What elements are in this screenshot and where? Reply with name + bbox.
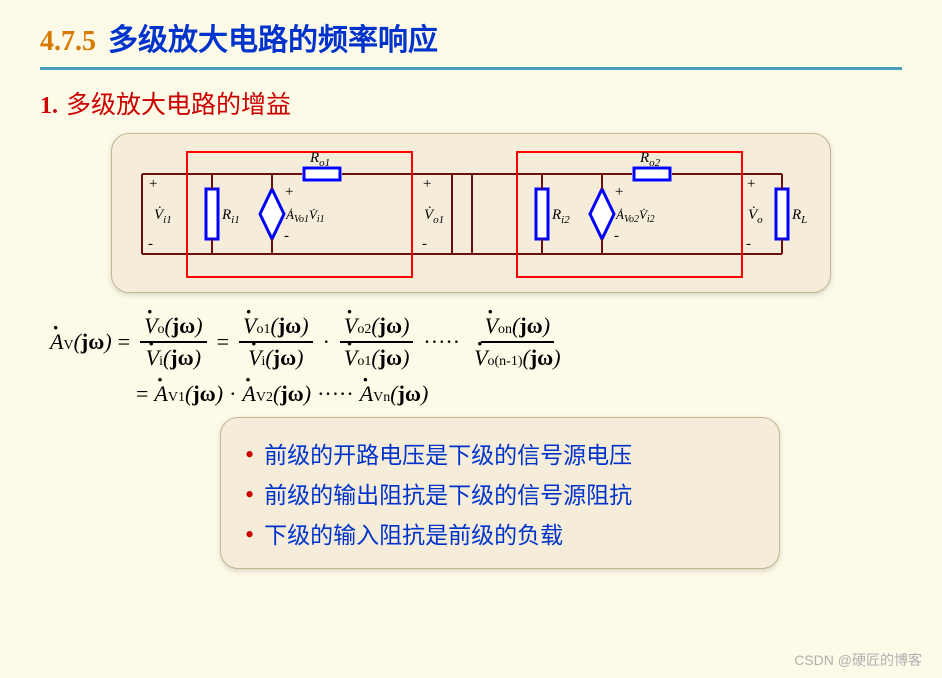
- frac-3: Vo2(jω) Vo1(jω): [340, 313, 414, 371]
- circuit-svg: +- V̇i1 Ri1 Ro1 +- ȦVo1V̇i1 +- V̇o1 Ri2 …: [132, 144, 812, 284]
- section-number: 4.7.5: [40, 26, 96, 57]
- svg-text:+: +: [422, 176, 432, 192]
- note-item: •下级的输入阻抗是前级的负载: [245, 516, 755, 550]
- label-rl: RL: [791, 207, 807, 226]
- subtitle: 1. 多级放大电路的增益: [40, 85, 902, 121]
- label-src2: ȦVo2V̇i2: [615, 207, 655, 225]
- svg-text:-: -: [614, 228, 619, 244]
- section-title: 多级放大电路的频率响应: [108, 24, 438, 57]
- subtitle-number: 1.: [40, 93, 58, 119]
- svg-text:+: +: [148, 176, 158, 192]
- label-src1: ȦVo1V̇i1: [285, 207, 325, 225]
- bullet-icon: •: [245, 520, 254, 549]
- note-item: •前级的输出阻抗是下级的信号源阻抗: [245, 476, 755, 510]
- frac-2: Vo1(jω) Vi(jω): [239, 313, 313, 371]
- frac-n: Von(jω) Vo(n-1)(jω): [470, 313, 565, 371]
- label-vo: V̇o: [748, 207, 763, 226]
- svg-text:-: -: [284, 228, 289, 244]
- section-header: 4.7.5 多级放大电路的频率响应: [40, 15, 902, 59]
- svg-text:-: -: [746, 236, 751, 252]
- bullet-icon: •: [245, 440, 254, 469]
- equation-1: AV (jω) = Vo(jω) Vi(jω) = Vo1(jω) Vi(jω)…: [50, 313, 902, 371]
- bullet-icon: •: [245, 480, 254, 509]
- label-ri2: Ri2: [551, 207, 570, 226]
- label-ri1: Ri1: [221, 207, 240, 226]
- label-vo1: V̇o1: [424, 207, 444, 226]
- frac-1: Vo(jω) Vi(jω): [140, 313, 207, 371]
- svg-text:+: +: [746, 176, 756, 192]
- dots: ·····: [423, 329, 460, 355]
- circuit-diagram: +- V̇i1 Ri1 Ro1 +- ȦVo1V̇i1 +- V̇o1 Ri2 …: [111, 133, 831, 293]
- note-item: •前级的开路电压是下级的信号源电压: [245, 436, 755, 470]
- svg-text:+: +: [614, 184, 624, 200]
- label-vi1: V̇i1: [154, 207, 172, 226]
- notes-box: •前级的开路电压是下级的信号源电压 •前级的输出阻抗是下级的信号源阻抗 •下级的…: [220, 417, 780, 569]
- svg-text:+: +: [284, 184, 294, 200]
- equations: AV (jω) = Vo(jω) Vi(jω) = Vo1(jω) Vi(jω)…: [50, 313, 902, 407]
- divider: [40, 67, 902, 70]
- eq-av: AV: [50, 329, 74, 355]
- subtitle-text: 多级放大电路的增益: [66, 92, 291, 119]
- svg-text:-: -: [422, 236, 427, 252]
- equation-2: = AV1 (jω) · AV2 (jω) ····· AVn (jω): [130, 381, 902, 407]
- svg-text:-: -: [148, 236, 153, 252]
- watermark: CSDN @硬匠的博客: [794, 650, 922, 670]
